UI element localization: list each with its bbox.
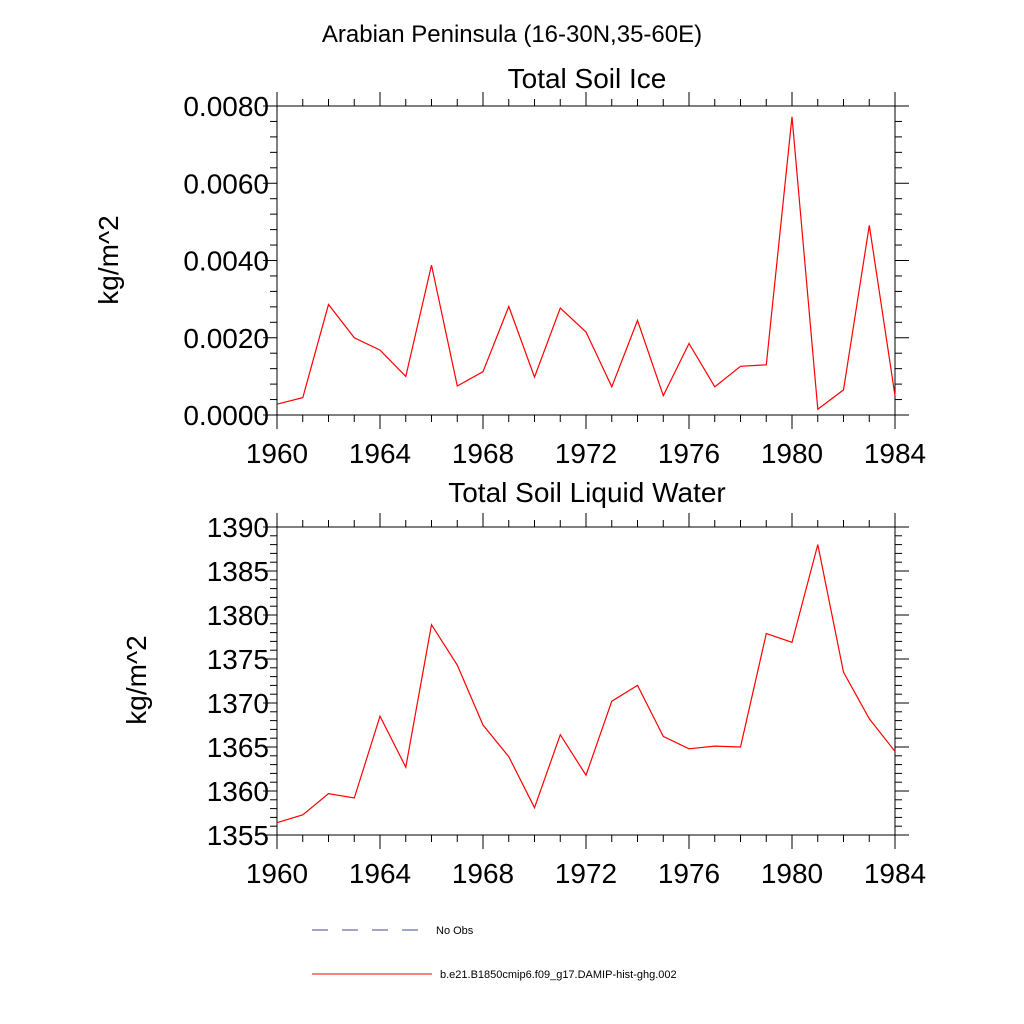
y-tick-label: 0.0020: [183, 323, 269, 354]
x-tick-label: 1964: [349, 438, 411, 469]
x-tick-label: 1980: [761, 438, 823, 469]
panel-title: Total Soil Ice: [508, 63, 667, 94]
y-tick-label: 0.0060: [183, 168, 269, 199]
x-tick-label: 1976: [658, 438, 720, 469]
legend-label-no-obs: No Obs: [436, 925, 474, 937]
panel-total-soil-liquid-water: Total Soil Liquid Water kg/m^2 1960 1964 1…: [121, 477, 926, 889]
x-tick-label: 1972: [555, 438, 617, 469]
y-tick-label: 1370: [207, 688, 269, 719]
x-tick-label: 1976: [658, 858, 720, 889]
x-tick-label: 1960: [246, 858, 308, 889]
y-tick-label: 1385: [207, 556, 269, 587]
panel-total-soil-ice: Total Soil Ice kg/m^2 1960 1964 1968 1972 19…: [93, 63, 926, 469]
panel-title: Total Soil Liquid Water: [448, 477, 726, 508]
figure-title: Arabian Peninsula (16-30N,35-60E): [322, 21, 702, 48]
y-tick-label: 0.0040: [183, 246, 269, 277]
legend: No Obs b.e21.B1850cmip6.f09_g17.DAMIP-hi…: [312, 925, 677, 981]
y-tick-label: 1390: [207, 512, 269, 543]
x-tick-label: 1972: [555, 858, 617, 889]
y-axis-label: kg/m^2: [121, 635, 152, 724]
y-tick-label: 1365: [207, 732, 269, 763]
x-tick-label: 1984: [864, 438, 926, 469]
x-tick-label: 1980: [761, 858, 823, 889]
plot-frame: [276, 105, 896, 416]
x-tick-label: 1968: [452, 438, 514, 469]
y-tick-label: 0.0080: [183, 91, 269, 122]
y-tick-label: 1375: [207, 644, 269, 675]
y-tick-label: 0.0000: [183, 400, 269, 431]
y-tick-label: 1380: [207, 600, 269, 631]
plot-area: 1960 1964 1968 1972 1976 1980 1984 0.0000 0.0020…: [183, 91, 926, 469]
x-tick-label: 1968: [452, 858, 514, 889]
y-axis-label: kg/m^2: [93, 215, 124, 304]
y-tick-label: 1355: [207, 820, 269, 851]
legend-label-model: b.e21.B1850cmip6.f09_g17.DAMIP-hist-ghg.…: [440, 969, 677, 981]
plot-area: 1960 1964 1968 1972 1976 1980 1984 1355 1360 1365…: [207, 512, 926, 889]
x-tick-label: 1960: [246, 438, 308, 469]
x-tick-label: 1984: [864, 858, 926, 889]
series-line: [276, 116, 896, 411]
series-line: [276, 544, 896, 824]
x-tick-label: 1964: [349, 858, 411, 889]
y-tick-label: 1360: [207, 776, 269, 807]
plot-frame: [276, 526, 896, 836]
